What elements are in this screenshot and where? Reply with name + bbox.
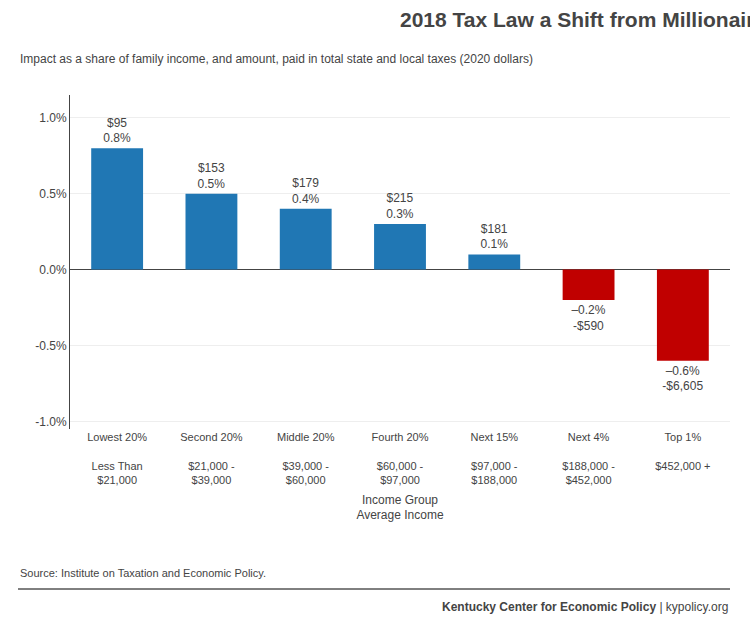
svg-text:$1790.4%: $1790.4%: [292, 176, 320, 206]
svg-text:0.5%: 0.5%: [39, 187, 67, 201]
svg-text:Kentucky Center for Economic P: Kentucky Center for Economic Policy | ky…: [442, 600, 728, 614]
svg-text:$1810.1%: $1810.1%: [480, 222, 508, 252]
svg-text:Second 20%$21,000 -$39,000: Second 20%$21,000 -$39,000: [180, 431, 243, 486]
svg-text:Impact as a share of family in: Impact as a share of family income, and …: [20, 52, 533, 66]
svg-text:-1.0%: -1.0%: [35, 415, 67, 429]
svg-text:Top 1%$452,000 +: Top 1%$452,000 +: [655, 431, 710, 472]
svg-text:Fourth 20%$60,000 -$97,000: Fourth 20%$60,000 -$97,000: [372, 431, 429, 486]
svg-text:-0.5%: -0.5%: [35, 339, 67, 353]
svg-text:2018 Tax Law a Shift from Mill: 2018 Tax Law a Shift from Millionaires t…: [400, 8, 750, 31]
svg-text:$950.8%: $950.8%: [103, 116, 131, 146]
svg-text:–0.2%-$590: –0.2%-$590: [571, 303, 605, 333]
svg-text:–0.6%-$6,605: –0.6%-$6,605: [662, 364, 703, 394]
svg-text:1.0%: 1.0%: [39, 111, 67, 125]
svg-text:Lowest 20%Less Than$21,000: Lowest 20%Less Than$21,000: [87, 431, 147, 486]
svg-text:Middle 20%$39,000 -$60,000: Middle 20%$39,000 -$60,000: [277, 431, 335, 486]
svg-text:Income GroupAverage Income: Income GroupAverage Income: [356, 493, 443, 523]
svg-text:$2150.3%: $2150.3%: [386, 191, 414, 221]
svg-text:Next 4%$188,000 -$452,000: Next 4%$188,000 -$452,000: [562, 431, 615, 486]
svg-text:Source: Institute on Taxation: Source: Institute on Taxation and Econom…: [20, 567, 266, 579]
svg-text:$1530.5%: $1530.5%: [198, 161, 226, 191]
svg-text:0.0%: 0.0%: [39, 263, 67, 277]
svg-text:Next 15%$97,000 -$188,000: Next 15%$97,000 -$188,000: [470, 431, 518, 486]
